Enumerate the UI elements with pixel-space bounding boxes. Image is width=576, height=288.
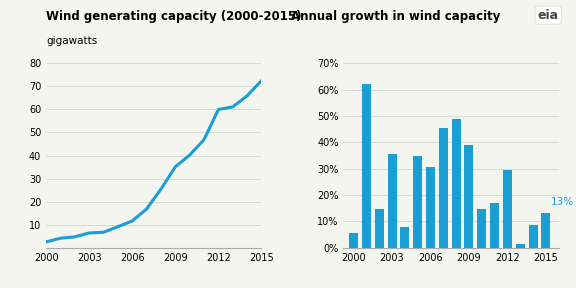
Text: eia: eia	[537, 9, 559, 22]
Text: gigawatts: gigawatts	[46, 36, 97, 46]
Bar	[503, 170, 512, 248]
Bar	[529, 225, 537, 248]
Bar	[439, 128, 448, 248]
Bar	[426, 167, 435, 248]
Bar	[452, 119, 461, 248]
Bar	[464, 145, 473, 248]
Bar	[478, 209, 486, 248]
Bar	[541, 213, 551, 248]
Text: Annual growth in wind capacity: Annual growth in wind capacity	[291, 10, 500, 23]
Bar	[516, 244, 525, 248]
Bar	[362, 84, 371, 248]
Text: Wind generating capacity (2000-2015): Wind generating capacity (2000-2015)	[46, 10, 302, 23]
Bar	[349, 233, 358, 248]
Bar	[375, 209, 384, 248]
Bar	[413, 156, 422, 248]
Bar	[388, 154, 396, 248]
Bar	[490, 203, 499, 248]
Text: 13%: 13%	[551, 197, 574, 207]
Bar	[400, 227, 410, 248]
